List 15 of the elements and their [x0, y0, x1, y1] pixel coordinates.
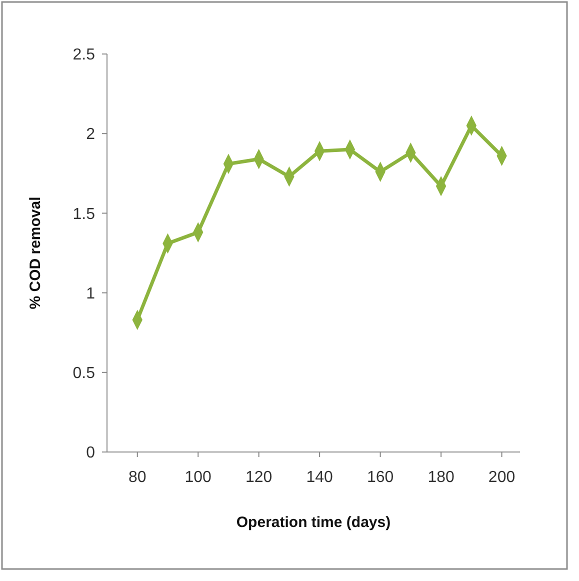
- x-tick-label: 80: [128, 469, 146, 486]
- x-tick-label: 140: [306, 469, 334, 486]
- y-tick-label: 1: [86, 285, 96, 302]
- x-axis-title: Operation time (days): [236, 514, 391, 531]
- y-tick-label: 1.5: [72, 206, 96, 223]
- y-tick-label: 2: [86, 126, 96, 144]
- x-tick-label: 200: [488, 469, 516, 486]
- x-tick-label: 120: [245, 469, 272, 486]
- y-tick-label: 0.5: [72, 365, 96, 382]
- x-tick-label: 100: [184, 469, 212, 486]
- x-tick-label: 180: [428, 469, 454, 486]
- y-axis-title: % COD removal: [27, 196, 44, 310]
- y-tick-label: 2.5: [72, 46, 96, 64]
- y-tick-label: 0: [86, 444, 96, 462]
- x-tick-label: 160: [366, 469, 394, 486]
